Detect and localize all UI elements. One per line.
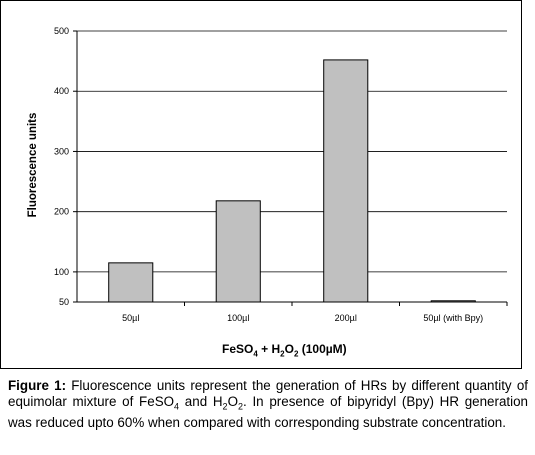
x-axis-label-subscript: 2 — [293, 349, 299, 359]
x-tick-label: 50µl — [122, 313, 139, 323]
caption-text: Fluorescence units represent the generat… — [8, 378, 528, 409]
bar — [108, 262, 154, 303]
y-tick-label: 100 — [54, 267, 69, 277]
caption-label: Figure 1: — [8, 378, 67, 393]
y-tick-label: 500 — [54, 26, 69, 36]
x-tick-label: 50µl (with Bpy) — [423, 313, 483, 323]
x-axis-label-subscript: 4 — [253, 349, 258, 359]
bar — [215, 200, 261, 303]
y-tick-label: 200 — [54, 207, 69, 217]
x-axis-label-part: O — [284, 342, 294, 356]
gridlines — [77, 30, 507, 273]
x-tick-labels: 50µl 100µl 200µl 50µl (with Bpy) — [122, 313, 483, 323]
bar-chart: 50 100 200 300 400 500 50µl 100µl 200µl 50µl (wi… — [54, 26, 508, 323]
caption-subscript: 4 — [174, 401, 180, 412]
caption-subscript: 2 — [237, 401, 243, 412]
axes — [73, 30, 508, 306]
y-tick-labels: 50 100 200 300 400 500 — [54, 26, 69, 307]
bars — [108, 59, 476, 303]
y-axis-label: Fluorescence units — [27, 112, 39, 218]
bar — [323, 59, 369, 303]
y-tick-label: 400 — [54, 86, 69, 96]
chart-frame — [0, 0, 522, 369]
caption-text: . In presence of bipyridyl (Bpy) HR gene… — [8, 393, 529, 430]
x-axis-label-subscript: 2 — [280, 349, 285, 359]
x-axis-label-part: (100µM) — [298, 342, 347, 356]
figure-caption: Figure 1: Fluorescence units represent t… — [8, 378, 528, 430]
y-tick-label: 300 — [54, 146, 69, 156]
caption-subscript: 2 — [222, 401, 228, 412]
x-tick-label: 200µl — [335, 313, 357, 323]
x-axis-label: FeSO4 + H2O2 (100µM) — [222, 342, 347, 358]
x-axis-label-part: FeSO — [222, 342, 254, 356]
x-tick-label: 100µl — [227, 313, 249, 323]
x-axis-label-part: + H — [257, 342, 281, 356]
caption-text: O — [227, 393, 238, 409]
y-tick-label: 50 — [59, 297, 69, 307]
caption-text: and H — [179, 393, 223, 409]
